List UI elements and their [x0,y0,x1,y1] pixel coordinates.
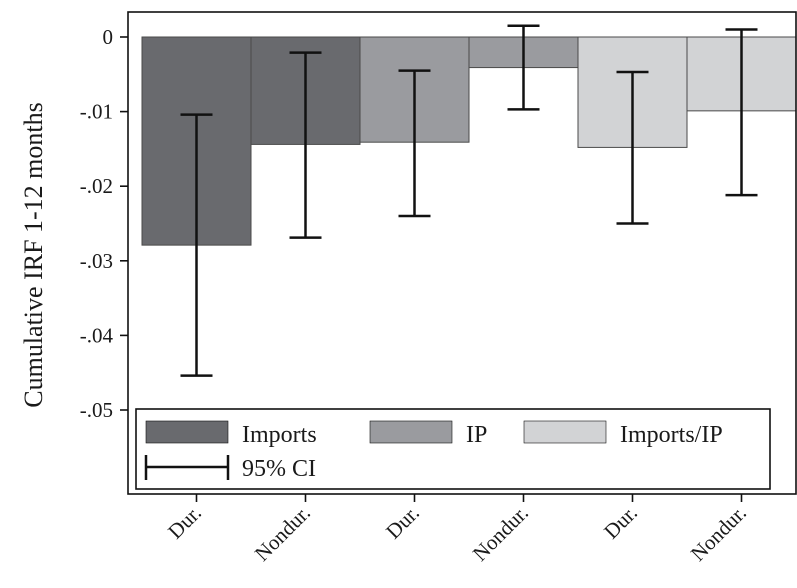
legend-swatch-imports [145,420,229,444]
y-tick-label: 0 [103,25,114,49]
y-axis-title: Cumulative IRF 1-12 months [19,102,48,408]
bars-layer [141,36,797,246]
y-tick-label: -.05 [80,398,113,422]
error-bar-imports-dur [180,113,213,377]
legend-swatch-ip [369,420,453,444]
error-bar-imports-ip-dur [616,70,649,225]
error-bars-layer [180,24,758,377]
error-bar-ip-nondur [507,24,540,111]
legend-swatch-imports-ip [523,420,607,444]
y-tick-label: -.03 [80,249,113,273]
error-bar-imports-ip-nondur [725,28,758,197]
plot-frame [127,11,797,495]
error-bar-imports-nondur [289,51,322,239]
x-tick-label: Nondur. [468,501,533,566]
x-tick-label: Dur. [599,501,642,544]
x-tick-label: Dur. [381,501,424,544]
y-tick-label: -.04 [80,323,114,347]
legend-label-imports-ip: Imports/IP [620,422,723,448]
x-tick-label: Dur. [163,501,206,544]
y-tick-label: -.02 [80,174,113,198]
error-bar-ip-dur [398,69,431,218]
legend-ci-symbol [144,455,230,480]
legend-box [135,408,771,490]
y-tick-label: -.01 [80,100,113,124]
legend: Imports IP Imports/IP 95% CI [135,408,771,490]
y-axis: 0 -.01 -.02 -.03 -.04 -.05 [80,25,128,422]
x-axis: Dur. Nondur. Dur. Nondur. Dur. Nondur. [163,494,751,566]
legend-label-imports: Imports [242,422,317,448]
x-tick-label: Nondur. [686,501,751,566]
x-tick-label: Nondur. [250,501,315,566]
legend-label-ip: IP [466,422,487,448]
legend-label-ci: 95% CI [242,456,316,482]
